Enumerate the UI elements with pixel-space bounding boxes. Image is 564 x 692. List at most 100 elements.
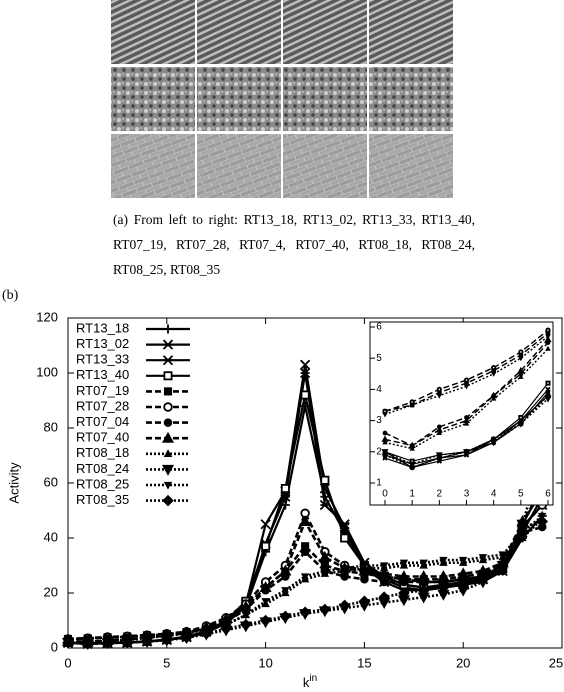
marker	[162, 339, 174, 350]
marker	[163, 371, 173, 381]
marker	[490, 395, 497, 401]
legend-label: RT13_40	[76, 367, 129, 382]
y-tick-label: 60	[44, 474, 58, 489]
marker	[518, 414, 524, 420]
y-tick-label: 0	[51, 639, 58, 654]
marker	[516, 521, 529, 533]
marker	[162, 355, 174, 366]
marker	[340, 565, 349, 573]
texture-image	[111, 0, 195, 64]
texture-image	[283, 134, 367, 198]
marker	[281, 587, 290, 595]
marker	[62, 637, 74, 649]
x-axis-label-sup: in	[309, 673, 317, 684]
marker	[240, 618, 252, 631]
marker	[279, 610, 292, 623]
marker	[458, 556, 468, 565]
marker	[417, 570, 430, 581]
marker	[491, 364, 497, 371]
texture-image	[283, 0, 367, 64]
y-axis-label: Activity	[6, 462, 21, 504]
marker	[436, 454, 443, 462]
marker	[300, 390, 310, 400]
inset-y-tick-label: 5	[376, 353, 382, 364]
marker	[220, 622, 232, 635]
marker	[162, 494, 174, 507]
marker	[417, 584, 430, 597]
marker	[379, 577, 389, 587]
x-tick-label: 15	[357, 655, 371, 670]
marker	[409, 403, 415, 409]
marker	[358, 595, 371, 608]
marker	[101, 637, 114, 649]
legend-label: RT08_35	[76, 492, 129, 507]
y-tick-label: 120	[36, 309, 58, 324]
x-tick-label: 0	[64, 655, 71, 670]
legend-label: RT13_02	[76, 336, 129, 351]
marker	[463, 377, 470, 383]
marker	[436, 386, 442, 392]
marker	[419, 559, 428, 568]
marker	[478, 554, 488, 562]
marker	[490, 371, 497, 377]
marker	[382, 430, 388, 436]
marker	[163, 402, 173, 412]
marker	[437, 581, 450, 594]
marker	[477, 573, 489, 586]
inset-x-tick-label: 0	[382, 489, 388, 500]
marker	[163, 418, 173, 427]
marker	[163, 449, 173, 457]
inset-frame	[369, 321, 554, 506]
marker	[141, 635, 153, 648]
marker	[338, 599, 351, 612]
legend-label: RT07_19	[76, 383, 129, 398]
marker	[409, 399, 415, 405]
inset-plot	[381, 327, 552, 471]
marker	[545, 345, 551, 351]
texture-image	[369, 0, 453, 64]
x-tick-label: 10	[258, 655, 272, 670]
x-axis-label-base: k	[303, 675, 310, 690]
legend-label: RT13_33	[76, 352, 129, 367]
marker	[496, 559, 509, 572]
marker	[320, 475, 330, 485]
inset-x-tick-label: 4	[491, 489, 497, 500]
marker	[299, 515, 312, 526]
texture-image	[197, 0, 281, 64]
marker	[436, 393, 443, 399]
marker	[378, 567, 391, 579]
inset-x-tick-label: 5	[518, 489, 524, 500]
texture-grid	[111, 0, 453, 198]
texture-image	[197, 67, 281, 131]
marker	[260, 519, 271, 530]
marker	[360, 562, 369, 571]
y-tick-label: 20	[44, 584, 58, 599]
marker	[200, 627, 213, 640]
marker	[320, 567, 330, 576]
x-tick-label: 20	[456, 655, 470, 670]
inset-y-tick-label: 1	[376, 478, 382, 489]
legend-label: RT07_40	[76, 430, 129, 445]
marker	[378, 591, 390, 603]
marker	[360, 574, 369, 584]
inset-y-tick-label: 3	[376, 415, 382, 426]
marker	[463, 420, 470, 426]
marker	[161, 634, 173, 646]
panel-label: (b)	[2, 288, 19, 303]
marker	[518, 356, 524, 362]
marker	[382, 439, 388, 445]
marker	[518, 373, 524, 379]
marker	[300, 573, 310, 582]
marker	[536, 515, 549, 528]
marker	[382, 408, 388, 414]
marker	[161, 431, 175, 443]
marker	[463, 448, 470, 456]
marker	[409, 445, 415, 451]
inset-y-tick-label: 6	[376, 322, 382, 333]
legend-label: RT07_04	[76, 414, 129, 429]
legend: RT13_18RT13_02RT13_33RT13_40RT07_19RT07_…	[76, 320, 190, 507]
inset-y-tick-label: 4	[376, 384, 382, 395]
marker	[261, 541, 271, 551]
marker	[436, 430, 443, 435]
